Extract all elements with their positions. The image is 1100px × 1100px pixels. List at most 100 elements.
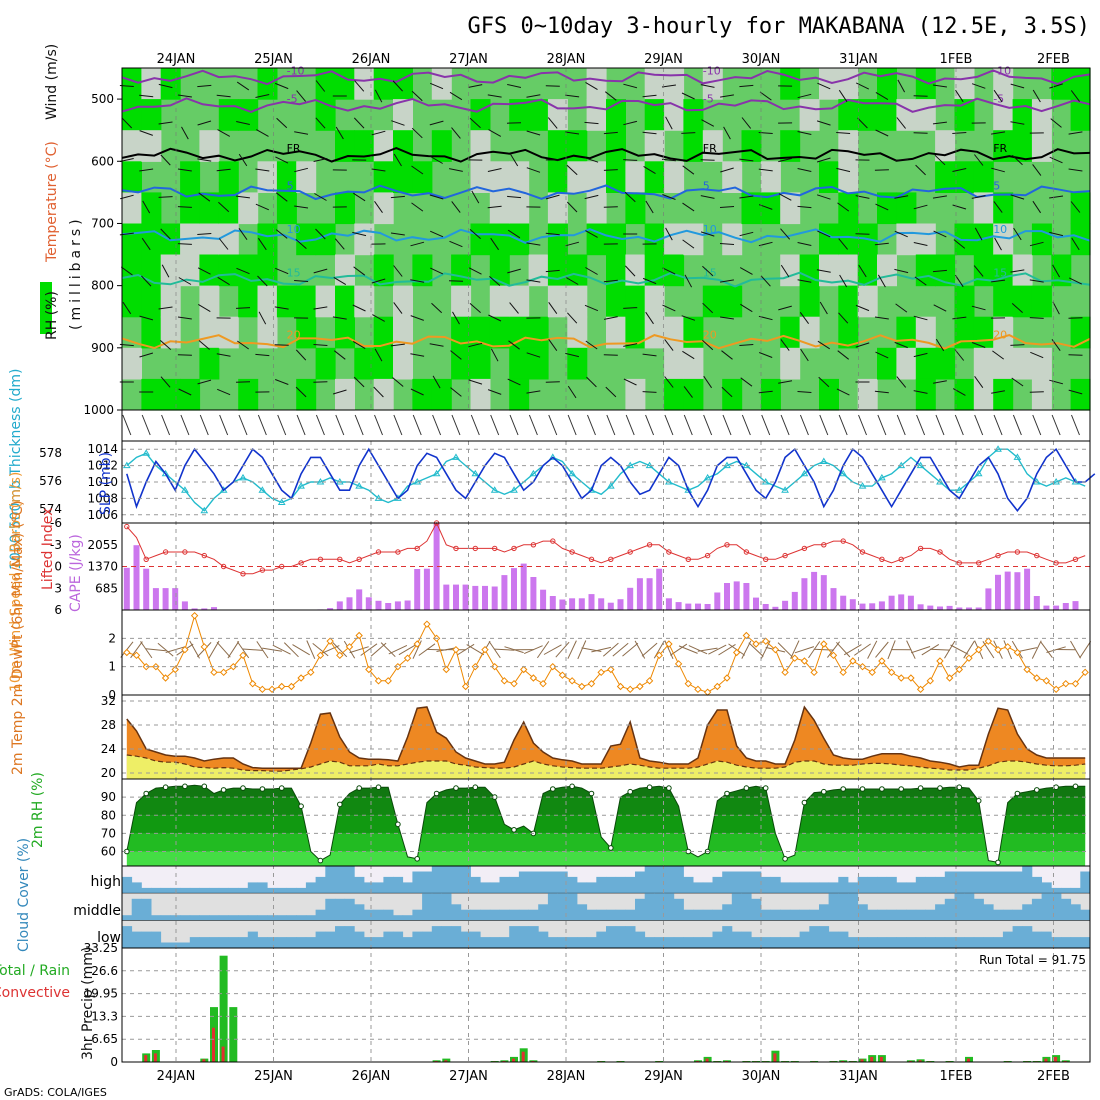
wind-marker bbox=[1081, 668, 1089, 677]
wind-barb-10m bbox=[130, 641, 143, 659]
wind-barb bbox=[160, 228, 171, 240]
surface-barb bbox=[199, 414, 209, 436]
wind-barb bbox=[875, 91, 889, 101]
rh-cell bbox=[1031, 99, 1052, 131]
cloud-bar bbox=[364, 882, 375, 894]
surface-barb bbox=[741, 414, 751, 436]
rh-cell bbox=[315, 68, 336, 100]
wind-barb bbox=[275, 379, 289, 385]
cape-bar bbox=[152, 588, 159, 610]
wind-barb-10m bbox=[867, 640, 878, 659]
cloud-bar bbox=[760, 876, 771, 894]
wind-marker bbox=[297, 674, 305, 682]
wind-barb bbox=[121, 117, 133, 129]
rh-cell bbox=[819, 254, 839, 287]
rh2m-marker bbox=[278, 785, 285, 791]
wind-marker bbox=[336, 651, 344, 660]
wind-barb bbox=[723, 126, 731, 140]
rh-cell bbox=[896, 316, 917, 349]
surface-barb bbox=[877, 414, 887, 436]
cloud-bar bbox=[819, 882, 830, 894]
wind-barb bbox=[565, 277, 579, 285]
li-tick-label: 3 bbox=[54, 581, 62, 595]
cape-bar bbox=[336, 601, 343, 610]
wind-barb bbox=[623, 343, 638, 347]
cape-bar bbox=[501, 575, 508, 610]
wind-barb-10m bbox=[929, 648, 951, 651]
wind-barb-10m bbox=[748, 642, 764, 657]
wind-barb-10m bbox=[332, 642, 348, 658]
rh-cell bbox=[973, 347, 994, 380]
rh-cell bbox=[509, 161, 530, 193]
wind-barb bbox=[739, 195, 754, 199]
wind-barb bbox=[1070, 201, 1081, 213]
wind-barb bbox=[953, 239, 966, 249]
cloud-bar bbox=[838, 876, 849, 894]
cloud-bar bbox=[160, 942, 171, 948]
wind-barb bbox=[451, 127, 461, 139]
wind-barb bbox=[603, 206, 618, 208]
wind-barb bbox=[313, 158, 328, 162]
cape-bar bbox=[191, 608, 198, 610]
wind-barb bbox=[932, 84, 947, 88]
cloud-bar bbox=[1061, 937, 1072, 948]
rh-cell bbox=[993, 285, 1014, 318]
rh-cell bbox=[412, 254, 433, 287]
precip-tick-label: 0 bbox=[110, 1055, 118, 1069]
rh-cell bbox=[586, 223, 607, 256]
cloud-bar bbox=[683, 876, 694, 894]
wind-speed-line bbox=[126, 613, 1086, 693]
wind-barb bbox=[545, 232, 560, 236]
rh-cell bbox=[896, 192, 917, 225]
rh-cell bbox=[218, 161, 239, 193]
rh-cell bbox=[722, 285, 743, 318]
contour-label: FR bbox=[287, 142, 301, 155]
rh-cell bbox=[509, 285, 530, 318]
wind-barb bbox=[354, 80, 365, 92]
wind-barb bbox=[236, 81, 250, 91]
wind-barb bbox=[700, 159, 715, 161]
temp-contour bbox=[121, 228, 1091, 244]
thickness-tick-label: 578 bbox=[39, 446, 62, 460]
wind-barb bbox=[160, 154, 171, 166]
wind-barb bbox=[661, 158, 676, 162]
wind-barb bbox=[429, 194, 444, 200]
rh-cell bbox=[451, 316, 472, 349]
cloud-bar bbox=[305, 882, 316, 894]
pressure-tick-label: 900 bbox=[91, 341, 114, 355]
precip-ylabel: 3hr Precip (mm) bbox=[80, 947, 96, 1060]
li-marker bbox=[588, 556, 595, 562]
cape-bar bbox=[394, 601, 401, 610]
wind-barb-10m bbox=[1017, 647, 1038, 653]
contour-label: 20 bbox=[287, 329, 301, 342]
cloud-bar bbox=[973, 871, 984, 894]
cloud-level-high: high bbox=[90, 874, 121, 890]
rh-cell bbox=[547, 285, 568, 318]
thickness-marker bbox=[181, 486, 189, 493]
rh-cell bbox=[760, 378, 781, 411]
wind-barb bbox=[623, 307, 638, 309]
wind-barb bbox=[526, 390, 541, 394]
rh-cell bbox=[644, 130, 665, 162]
wind-barb bbox=[256, 129, 269, 137]
cloud-bar bbox=[218, 937, 229, 948]
wind-barb bbox=[526, 167, 541, 173]
wind-marker bbox=[907, 674, 915, 682]
rh-cell bbox=[393, 347, 413, 380]
rh-cell bbox=[160, 68, 181, 100]
thickness-marker bbox=[955, 486, 964, 493]
wind-marker bbox=[703, 688, 712, 696]
wind-barb bbox=[255, 168, 270, 172]
li-marker bbox=[782, 552, 788, 559]
wind-barb bbox=[721, 386, 733, 398]
cloud-bar bbox=[141, 931, 152, 948]
rh-cell bbox=[335, 254, 355, 287]
wind-barb bbox=[875, 203, 889, 211]
wind-barb bbox=[507, 195, 522, 199]
cloud-bar bbox=[906, 909, 917, 921]
rh-cell bbox=[664, 316, 685, 349]
rh-cell bbox=[722, 378, 743, 411]
precip-labels: Total / Rain Convective 3hr Precip (mm) … bbox=[0, 947, 1086, 1060]
thickness-tick-label: 574 bbox=[39, 502, 62, 516]
